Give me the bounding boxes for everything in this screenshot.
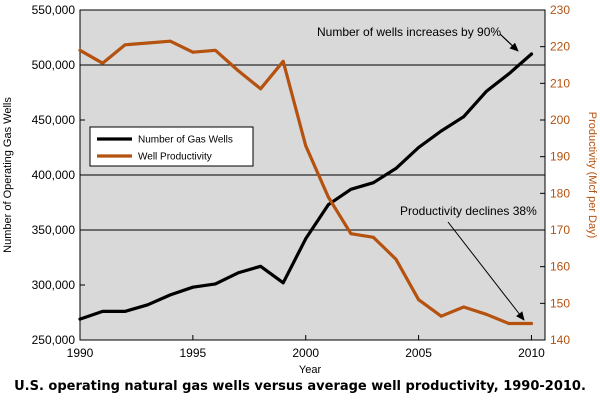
y-left-tick-label: 450,000 xyxy=(32,113,76,127)
data-point-wells-1998 xyxy=(259,264,262,268)
data-point-productivity-2003 xyxy=(372,235,375,239)
data-point-wells-2003 xyxy=(372,181,375,185)
x-axis-title: Year xyxy=(299,364,322,376)
data-point-wells-2004 xyxy=(394,167,398,170)
data-point-productivity-1993 xyxy=(146,41,150,45)
annotation-productivity: Productivity declines 38% xyxy=(400,204,537,321)
x-tick-label: 2010 xyxy=(518,346,545,360)
data-point-wells-1994 xyxy=(168,293,172,297)
y-right-tick-label: 150 xyxy=(550,296,570,310)
data-point-wells-2010 xyxy=(530,52,533,56)
data-point-productivity-2004 xyxy=(394,257,398,261)
y-axis-left-title: Number of Operating Gas Wells xyxy=(2,97,14,253)
data-point-productivity-1995 xyxy=(191,50,195,54)
x-axis: 1990 1995 2000 2005 2010 xyxy=(67,335,545,360)
data-points xyxy=(78,39,533,325)
data-point-wells-1995 xyxy=(191,285,195,289)
x-tick-label: 1995 xyxy=(180,346,207,360)
y-axis-right: 140 150 160 170 180 190 200 210 220 230 xyxy=(540,3,570,347)
data-point-productivity-1991 xyxy=(101,61,104,65)
data-point-wells-1997 xyxy=(236,271,240,275)
y-left-tick-label: 250,000 xyxy=(32,333,76,347)
data-point-wells-2008 xyxy=(484,90,488,93)
data-point-productivity-2008 xyxy=(484,312,488,316)
data-point-wells-1992 xyxy=(123,310,127,313)
legend: Number of Gas Wells Well Productivity xyxy=(89,126,254,167)
y-left-tick-label: 400,000 xyxy=(32,168,76,182)
y-right-tick-label: 190 xyxy=(550,150,570,164)
y-right-tick-label: 160 xyxy=(550,260,570,274)
data-point-wells-1990 xyxy=(78,317,82,321)
y-right-tick-label: 170 xyxy=(550,223,570,237)
data-point-wells-2001 xyxy=(326,203,330,207)
legend-label-productivity: Well Productivity xyxy=(138,152,212,163)
data-point-wells-1999 xyxy=(281,281,285,285)
data-point-wells-1993 xyxy=(146,303,150,307)
data-point-productivity-2009 xyxy=(507,322,511,325)
annotation-wells-arrow xyxy=(499,33,519,52)
data-point-productivity-1994 xyxy=(168,39,172,43)
y-right-tick-label: 230 xyxy=(550,3,570,17)
data-point-productivity-1998 xyxy=(259,87,262,91)
annotation-wells: Number of wells increases by 90% xyxy=(317,25,519,52)
data-point-productivity-2005 xyxy=(417,298,420,302)
data-point-productivity-2010 xyxy=(530,322,533,325)
data-point-wells-1991 xyxy=(101,310,104,313)
y-right-tick-label: 210 xyxy=(550,76,570,90)
x-tick-label: 2005 xyxy=(405,346,432,360)
data-point-wells-2000 xyxy=(304,237,308,241)
data-point-productivity-2007 xyxy=(462,305,466,309)
data-point-wells-2005 xyxy=(417,146,420,149)
y-axis-right-title: Productivity (Mcf per Day) xyxy=(586,112,598,239)
data-point-wells-2002 xyxy=(349,187,353,191)
y-axis-left: 250,000 300,000 350,000 400,000 450,000 500,0… xyxy=(32,3,85,347)
y-left-tick-label: 500,000 xyxy=(32,58,76,72)
data-point-productivity-2000 xyxy=(304,144,308,148)
data-point-productivity-1992 xyxy=(123,43,127,47)
y-left-tick-label: 350,000 xyxy=(32,223,76,237)
data-point-productivity-1997 xyxy=(236,69,240,72)
y-left-tick-label: 550,000 xyxy=(32,3,76,17)
y-left-tick-label: 300,000 xyxy=(32,278,76,292)
y-right-tick-label: 140 xyxy=(550,333,570,347)
data-point-productivity-1996 xyxy=(214,48,217,52)
data-point-productivity-1990 xyxy=(78,48,82,52)
data-point-productivity-1999 xyxy=(281,59,285,63)
annotation-wells-text: Number of wells increases by 90% xyxy=(317,25,501,39)
y-right-tick-label: 180 xyxy=(550,186,570,200)
data-point-wells-1996 xyxy=(214,282,217,286)
annotation-productivity-arrow xyxy=(447,221,525,321)
y-right-tick-label: 220 xyxy=(550,40,570,54)
figure-caption: U.S. operating natural gas wells versus … xyxy=(14,379,586,394)
legend-box xyxy=(89,126,254,167)
annotation-productivity-text: Productivity declines 38% xyxy=(400,204,537,218)
y-right-tick-label: 200 xyxy=(550,113,570,127)
x-tick-label: 2000 xyxy=(292,346,319,360)
data-point-wells-2006 xyxy=(439,129,443,133)
data-point-productivity-2001 xyxy=(326,195,330,199)
legend-label-wells: Number of Gas Wells xyxy=(138,135,233,146)
data-point-productivity-2006 xyxy=(439,314,443,318)
data-point-wells-2009 xyxy=(507,72,511,76)
data-point-wells-2007 xyxy=(462,115,466,119)
data-point-productivity-2002 xyxy=(349,232,353,236)
x-tick-label: 1990 xyxy=(67,346,94,360)
